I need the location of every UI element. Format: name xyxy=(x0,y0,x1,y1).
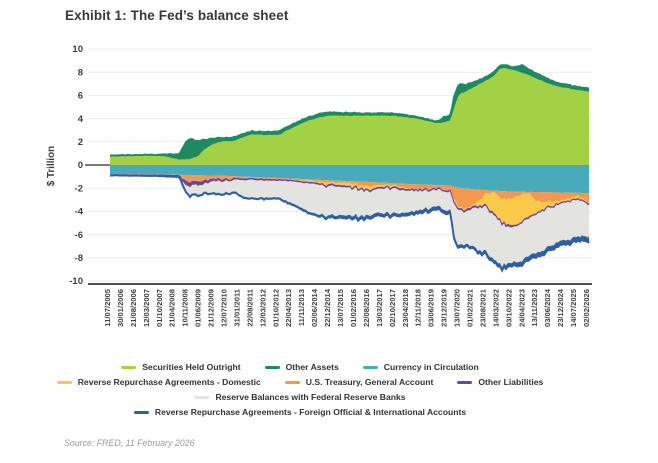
x-tick-label: 21/12/2009 xyxy=(207,289,216,327)
legend-swatch-icon xyxy=(457,380,473,384)
x-tick-label: 01/10/2012 xyxy=(271,289,280,327)
legend-item: Reverse Repurchase Agreements - Foreign … xyxy=(133,407,467,417)
x-tick-label: 30/01/2006 xyxy=(116,289,125,327)
y-tick-label: -6 xyxy=(75,230,83,241)
x-tick-label: 03/06/2024 xyxy=(543,288,552,327)
x-tick-label: 02/06/2014 xyxy=(310,288,319,327)
legend-swatch-icon xyxy=(121,365,137,369)
y-tick-label: -8 xyxy=(75,253,83,264)
y-tick-label: 0 xyxy=(78,160,83,171)
y-axis-title: $ Trillion xyxy=(46,146,57,186)
x-tick-label: 12/03/2007 xyxy=(142,289,151,327)
balance-sheet-chart: 10 8 6 4 2 0 -2 -4 -6 -8 -10 11/07/2005 30/01/2006 21… xyxy=(46,44,592,327)
legend-label: U.S. Treasury, General Account xyxy=(305,377,434,387)
x-tick-label: 22/04/2013 xyxy=(284,289,293,327)
x-tick-label: 01/02/2021 xyxy=(466,288,475,327)
x-tick-label: 01/02/2016 xyxy=(349,289,358,327)
x-tick-label: 23/04/2018 xyxy=(401,289,410,327)
legend-label: Reverse Repurchase Agreements - Foreign … xyxy=(154,407,467,417)
legend-item: Currency in Circulation xyxy=(362,362,479,372)
edge-other-liabilities xyxy=(109,174,590,228)
x-tick-label: 23/08/2021 xyxy=(478,288,487,327)
x-tick-label: 11/11/2013 xyxy=(297,289,306,326)
x-tick-label: 01/10/2007 xyxy=(155,289,164,327)
legend-label: Currency in Circulation xyxy=(383,362,479,372)
legend-item: Reverse Repurchase Agreements - Domestic xyxy=(56,377,261,387)
legend-label: Reserve Balances with Federal Reserve Ba… xyxy=(215,392,406,402)
x-tick-label: 22/08/2016 xyxy=(362,289,371,327)
legend-item: U.S. Treasury, General Account xyxy=(284,377,434,387)
x-tick-label: 11/07/2005 xyxy=(103,288,112,326)
x-tick-label: 13/07/2020 xyxy=(453,289,462,327)
x-tick-label: 23/12/2019 xyxy=(440,289,449,327)
area-currency-in-circulation xyxy=(110,165,589,194)
area-us-treasury-general-account xyxy=(110,173,589,210)
x-tick-label: 12/03/2012 xyxy=(258,289,267,327)
legend-row: Reverse Repurchase Agreements - Foreign … xyxy=(0,405,600,419)
area-securities-held-outright xyxy=(110,68,589,165)
legend-label: Other Liabilities xyxy=(478,377,544,387)
y-tick-label: -10 xyxy=(69,276,83,287)
legend-item: Other Liabilities xyxy=(457,377,543,387)
x-tick-label: 10/11/2008 xyxy=(181,289,190,327)
x-tick-label: 13/03/2017 xyxy=(375,289,384,327)
legend-item: Other Assets xyxy=(264,362,339,372)
chart-title: Exhibit 1: The Fed’s balance sheet xyxy=(65,8,289,23)
x-tick-label: 14/07/2025 xyxy=(569,288,578,327)
x-tick-label: 22/08/2011 xyxy=(245,288,254,326)
x-tick-label: 21/04/2008 xyxy=(168,289,177,327)
legend-label: Securities Held Outright xyxy=(142,362,241,372)
x-tick-label: 13/07/2015 xyxy=(336,288,345,327)
legend-row: Reverse Repurchase Agreements - Domestic… xyxy=(0,375,600,389)
y-tick-label: 4 xyxy=(78,114,84,125)
y-tick-label: 8 xyxy=(78,67,83,78)
y-tick-label: 10 xyxy=(72,44,83,55)
x-tick-label: 21/08/2006 xyxy=(129,289,138,327)
x-tick-label: 01/06/2009 xyxy=(194,289,203,327)
edge-total-assets xyxy=(109,63,590,157)
x-tick-label: 12/07/2010 xyxy=(220,289,229,327)
y-tick-label: 6 xyxy=(78,91,83,102)
legend-swatch-icon xyxy=(56,380,72,384)
x-tick-label: 22/12/2014 xyxy=(323,288,332,327)
x-tick-label: 14/03/2022 xyxy=(491,289,500,327)
area-rrp-domestic xyxy=(110,174,589,226)
area-reserve-balances xyxy=(110,174,589,268)
edge-total-liabilities xyxy=(109,174,590,273)
legend-label: Other Assets xyxy=(285,362,339,372)
y-tick-label: -2 xyxy=(75,183,83,194)
legend-item: Securities Held Outright xyxy=(121,362,241,372)
legend-swatch-icon xyxy=(284,380,300,384)
x-tick-label: 02/02/2026 xyxy=(582,289,591,327)
x-tick-label: 24/04/2023 xyxy=(517,289,526,327)
x-tick-label: 12/11/2018 xyxy=(414,289,423,327)
x-tick-label: 23/12/2024 xyxy=(556,288,565,327)
source-note: Source: FRED, 11 February 2026 xyxy=(64,438,195,448)
legend-swatch-icon xyxy=(362,365,378,369)
x-tick-label: 03/06/2019 xyxy=(427,289,436,327)
y-tick-label: 2 xyxy=(78,137,83,148)
x-tick-label: 13/11/2023 xyxy=(530,289,539,327)
area-other-assets xyxy=(110,64,589,160)
legend-row: Securities Held Outright Other Assets Curr… xyxy=(0,360,600,374)
legend-row: Reserve Balances with Federal Reserve Ba… xyxy=(0,390,600,404)
legend-item: Reserve Balances with Federal Reserve Ba… xyxy=(194,392,406,402)
legend-swatch-icon xyxy=(133,410,149,414)
legend-swatch-icon xyxy=(264,365,280,369)
x-tick-label: 03/10/2022 xyxy=(504,289,513,327)
legend-swatch-icon xyxy=(194,395,210,399)
y-tick-label: -4 xyxy=(75,207,84,218)
x-tick-label: 02/10/2017 xyxy=(388,289,397,327)
legend-label: Reverse Repurchase Agreements - Domestic xyxy=(77,377,261,387)
chart-legend: Securities Held Outright Other Assets Curr… xyxy=(0,360,600,419)
x-tick-label: 31/01/2011 xyxy=(233,288,242,326)
